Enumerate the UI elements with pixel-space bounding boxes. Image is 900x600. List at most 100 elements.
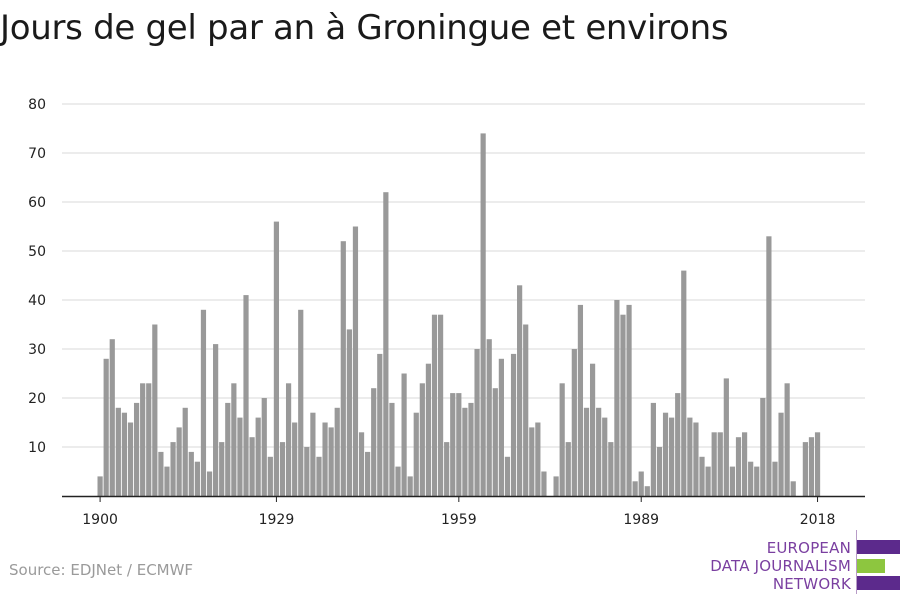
bar bbox=[644, 486, 650, 496]
chart-title: Jours de gel par an à Groningue et envir… bbox=[0, 8, 729, 48]
bar bbox=[735, 437, 742, 496]
bar bbox=[158, 451, 164, 496]
bar bbox=[632, 481, 638, 496]
bar bbox=[225, 402, 231, 496]
bar bbox=[705, 466, 711, 496]
bar bbox=[182, 407, 188, 496]
logo-separator bbox=[856, 530, 857, 594]
bar bbox=[97, 476, 103, 496]
bar bbox=[492, 388, 498, 496]
bar bbox=[808, 437, 815, 496]
bar bbox=[170, 442, 176, 496]
bar bbox=[213, 344, 219, 496]
bar bbox=[450, 393, 456, 496]
bar bbox=[407, 476, 413, 496]
bar bbox=[565, 442, 571, 496]
bar bbox=[431, 314, 438, 496]
bar bbox=[638, 471, 644, 496]
logo-line-3: NETWORK bbox=[772, 575, 851, 593]
bar bbox=[176, 427, 182, 496]
bar bbox=[377, 353, 383, 496]
bar bbox=[504, 456, 511, 496]
bar bbox=[371, 388, 377, 496]
bar bbox=[292, 422, 298, 496]
gridlines bbox=[62, 103, 865, 448]
bar bbox=[814, 432, 821, 496]
x-tick-label: 1989 bbox=[623, 512, 659, 528]
bar bbox=[444, 442, 450, 496]
bar bbox=[322, 422, 328, 496]
y-tick-label: 10 bbox=[28, 440, 46, 456]
bar bbox=[316, 456, 322, 496]
bar bbox=[669, 417, 675, 496]
bar bbox=[352, 226, 359, 496]
bar bbox=[365, 451, 371, 496]
y-tick-label: 40 bbox=[28, 293, 46, 309]
bar bbox=[456, 393, 462, 496]
bar bbox=[103, 358, 109, 496]
bar bbox=[571, 349, 577, 496]
bar bbox=[802, 442, 808, 496]
y-tick-label: 20 bbox=[28, 391, 46, 407]
bar bbox=[772, 461, 778, 496]
bar bbox=[164, 466, 170, 496]
bar bbox=[401, 373, 407, 496]
bar bbox=[328, 427, 334, 496]
bar bbox=[529, 427, 535, 496]
bar bbox=[206, 471, 213, 496]
bar bbox=[675, 393, 681, 496]
bar bbox=[383, 192, 389, 496]
bar bbox=[304, 447, 310, 496]
bar bbox=[279, 442, 286, 496]
bar bbox=[237, 417, 243, 496]
bar bbox=[285, 383, 292, 496]
bar bbox=[298, 309, 304, 496]
logo-bar-bottom bbox=[857, 576, 900, 590]
x-tick-label: 2018 bbox=[800, 512, 836, 528]
bar bbox=[541, 471, 547, 496]
bar bbox=[243, 295, 249, 496]
logo-line-2: DATA JOURNALISM bbox=[710, 557, 851, 575]
bar bbox=[219, 442, 225, 496]
bar bbox=[596, 407, 602, 496]
bar bbox=[711, 432, 717, 496]
bar bbox=[729, 466, 736, 496]
bar bbox=[681, 270, 687, 496]
y-axis-labels: 10 20 30 40 50 60 70 80 bbox=[28, 97, 46, 456]
bar bbox=[778, 412, 784, 496]
bar bbox=[146, 383, 152, 496]
bar bbox=[188, 451, 194, 496]
bar bbox=[334, 407, 340, 496]
bar bbox=[553, 476, 559, 496]
logo-text: EUROPEAN DATA JOURNALISM NETWORK bbox=[710, 539, 851, 593]
bar bbox=[255, 417, 261, 496]
bar bbox=[462, 407, 468, 496]
bar bbox=[474, 349, 480, 496]
logo-line-1: EUROPEAN bbox=[766, 539, 851, 557]
y-tick-label: 50 bbox=[28, 244, 46, 260]
bar bbox=[650, 402, 656, 496]
bar bbox=[486, 339, 492, 496]
bar bbox=[121, 412, 128, 496]
bar bbox=[389, 402, 395, 496]
bar bbox=[127, 422, 134, 496]
bar bbox=[741, 432, 748, 496]
bar bbox=[346, 329, 352, 496]
y-tick-label: 70 bbox=[28, 146, 46, 162]
bar bbox=[656, 447, 663, 496]
bar bbox=[602, 417, 608, 496]
bar bbox=[152, 324, 158, 496]
bar bbox=[626, 304, 632, 496]
bar bbox=[754, 466, 760, 496]
bar bbox=[517, 285, 523, 496]
bar bbox=[425, 363, 432, 496]
bar bbox=[523, 324, 529, 496]
bar bbox=[608, 442, 614, 496]
bar bbox=[437, 314, 444, 496]
bar bbox=[261, 398, 267, 496]
bar bbox=[200, 309, 207, 496]
bar bbox=[748, 461, 754, 496]
bar bbox=[340, 241, 346, 496]
bar bbox=[620, 314, 626, 496]
bar bbox=[614, 300, 620, 496]
